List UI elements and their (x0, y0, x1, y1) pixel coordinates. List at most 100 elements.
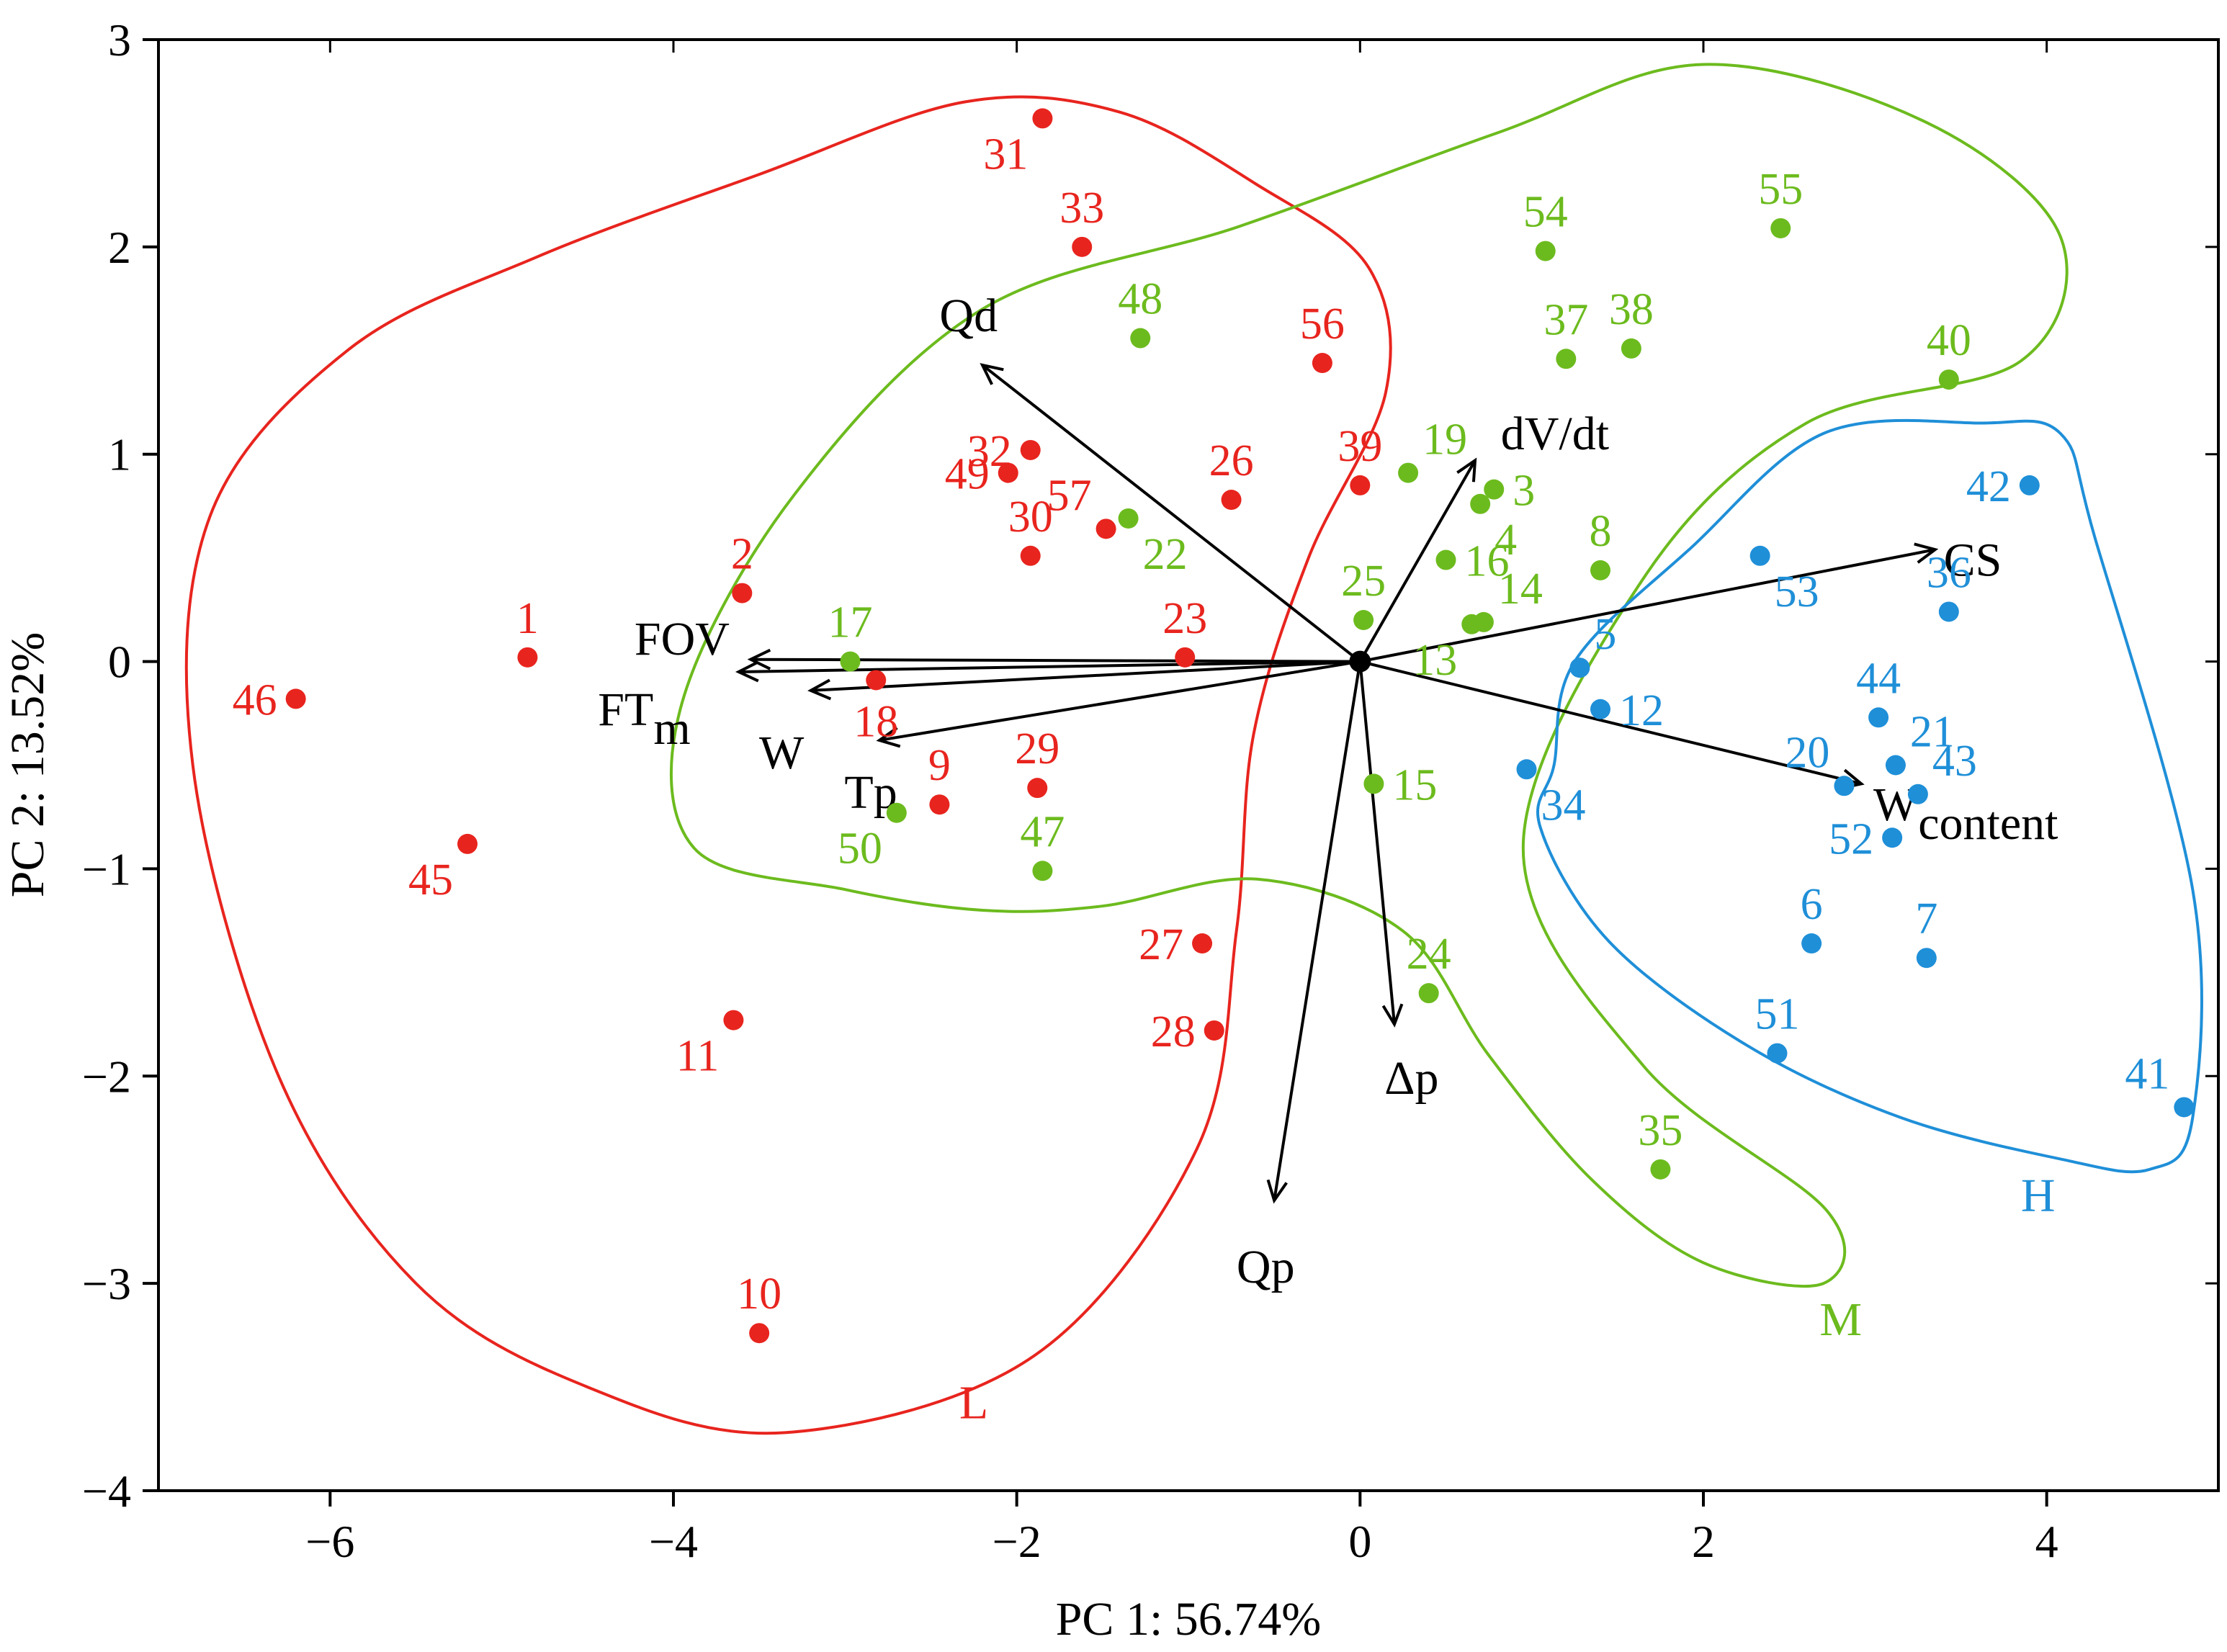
point-37 (1556, 349, 1577, 369)
vector-arrowhead (735, 660, 759, 683)
vector-arrowhead (980, 363, 1004, 385)
vector-label: CS (1944, 534, 2002, 587)
point-label: 54 (1523, 188, 1568, 237)
y-axis-label: PC 2: 13.52% (1, 632, 54, 898)
point-43 (1907, 784, 1928, 804)
y-tick-label: −3 (82, 1258, 131, 1309)
vector-arrowhead (1456, 457, 1477, 482)
point-50 (886, 802, 907, 823)
point-label: 47 (1020, 807, 1065, 856)
point-31 (1032, 108, 1053, 129)
point-label: 41 (2125, 1049, 2169, 1098)
point-label: 2 (731, 530, 753, 579)
point-label: 45 (408, 856, 453, 904)
point-53 (1749, 545, 1770, 566)
point-27 (1192, 933, 1213, 954)
vector-arrowhead (807, 678, 832, 701)
x-tick-label: 0 (1348, 1516, 1371, 1567)
point-label: 19 (1422, 416, 1467, 464)
point-label: 16 (1465, 537, 1510, 586)
point-label: 46 (233, 675, 277, 724)
y-tick-label: −2 (82, 1051, 131, 1102)
point-4 (1470, 493, 1491, 514)
point-2 (732, 583, 753, 603)
point-38 (1621, 338, 1641, 359)
point-label: 3 (1513, 467, 1535, 516)
point-label: 51 (1755, 990, 1799, 1039)
point-36 (1938, 601, 1959, 622)
point-29 (1027, 778, 1048, 799)
point-21 (1885, 755, 1906, 776)
vector-Qp (1273, 661, 1362, 1201)
point-label: 7 (1915, 894, 1937, 943)
point-label: 56 (1300, 300, 1345, 349)
point-label: 42 (1966, 462, 2011, 511)
point-41 (2174, 1097, 2195, 1118)
point-33 (1072, 236, 1093, 257)
vector-arrowhead (1914, 542, 1939, 564)
point-label: 8 (1590, 507, 1612, 556)
vector-label: Qd (939, 289, 998, 342)
point-39 (1350, 475, 1371, 495)
point-10 (749, 1323, 770, 1344)
vector-label: FOV (635, 613, 730, 665)
point-label: 27 (1139, 920, 1183, 969)
point-label: 52 (1829, 814, 1873, 863)
point-9 (929, 794, 950, 815)
point-label: 29 (1015, 724, 1059, 773)
vector-Qd (981, 364, 1361, 663)
point-label: 12 (1619, 686, 1664, 735)
point-label: 49 (945, 450, 990, 499)
point-16 (1435, 549, 1456, 570)
point-label: 14 (1498, 565, 1543, 614)
point-label: 43 (1932, 737, 1977, 786)
group-label-L: L (959, 1376, 988, 1429)
point-30 (1020, 545, 1041, 566)
vector-Tp (879, 660, 1361, 742)
point-label: 28 (1151, 1007, 1196, 1056)
point-12 (1590, 699, 1610, 719)
point-52 (1882, 827, 1903, 848)
point-23 (1175, 647, 1196, 668)
point-label: 40 (1927, 316, 1971, 365)
point-label: 23 (1162, 594, 1207, 643)
vector-CS (1359, 548, 1936, 663)
group-outline-L (184, 95, 1392, 1435)
point-8 (1590, 560, 1610, 580)
point-57 (1095, 519, 1116, 539)
point-14 (1473, 611, 1494, 632)
point-label: 6 (1801, 880, 1823, 929)
point-label: 48 (1118, 275, 1162, 324)
point-6 (1801, 933, 1822, 954)
x-tick-label: 4 (2035, 1516, 2058, 1567)
origin-dot (1349, 650, 1371, 673)
vector-arrowhead (747, 648, 771, 670)
point-label: 38 (1609, 285, 1654, 334)
point-46 (285, 688, 306, 709)
point-25 (1353, 610, 1374, 630)
point-22 (1118, 508, 1139, 529)
point-label: 22 (1143, 530, 1188, 579)
point-label: 57 (1047, 471, 1092, 520)
point-label: 9 (928, 741, 951, 790)
point-label: 5 (1594, 610, 1616, 659)
vector-label: Qp (1237, 1241, 1295, 1293)
x-tick-label: −4 (649, 1516, 698, 1567)
point-11 (723, 1010, 744, 1031)
vector-Δp (1358, 661, 1396, 1025)
vector-label: dV/dt (1501, 408, 1609, 460)
point-label: 53 (1775, 567, 1819, 616)
point-3 (1484, 479, 1505, 500)
point-28 (1204, 1020, 1224, 1041)
x-axis: −6 −4 −2 0 2 4 (305, 40, 2058, 1567)
y-tick-label: −4 (82, 1465, 131, 1517)
y-tick-label: 2 (108, 222, 131, 273)
point-label: 50 (838, 825, 882, 874)
vector-arrowhead (876, 727, 901, 748)
y-tick-label: 3 (108, 14, 131, 66)
point-label: 30 (1008, 493, 1053, 542)
point-label: 35 (1638, 1106, 1682, 1155)
